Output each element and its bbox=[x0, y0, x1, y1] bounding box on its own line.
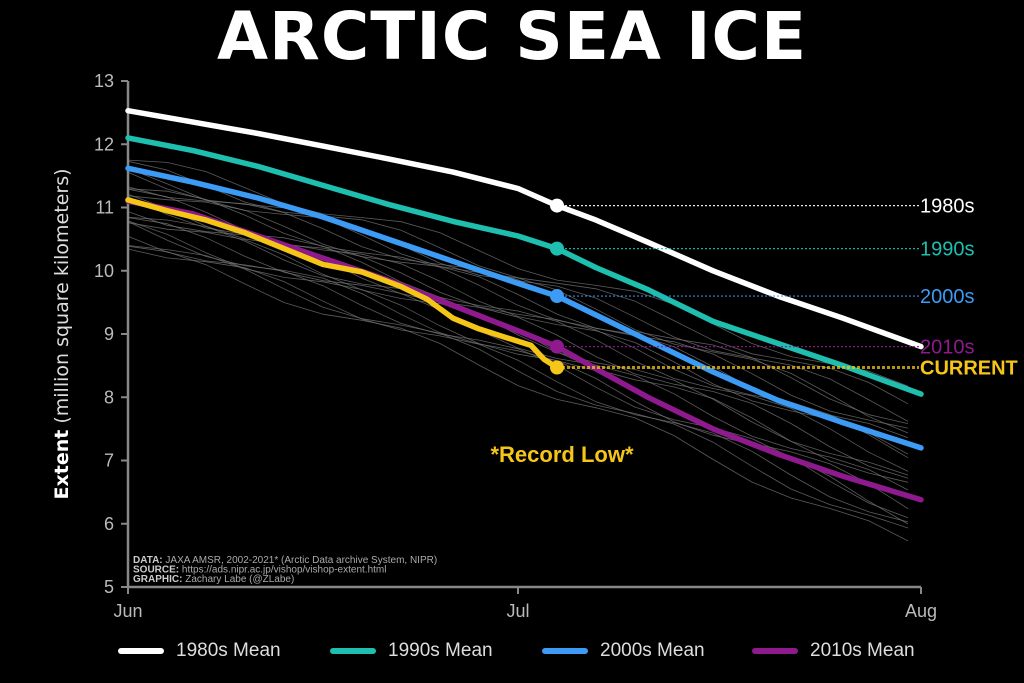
year-line bbox=[127, 221, 909, 525]
series-line-2000s bbox=[125, 165, 924, 451]
record-low-annotation: *Record Low* bbox=[490, 442, 633, 467]
legend-item: 2000s Mean bbox=[542, 640, 705, 662]
legend-label: 1980s Mean bbox=[176, 640, 281, 661]
x-tick-label: Jul bbox=[506, 601, 529, 621]
legend-swatch bbox=[542, 648, 588, 654]
y-tick-label: 13 bbox=[94, 71, 114, 91]
year-line bbox=[127, 211, 909, 479]
year-line bbox=[127, 186, 909, 424]
legend-swatch bbox=[118, 648, 164, 654]
series-end-label: 1980s bbox=[920, 196, 975, 218]
year-line bbox=[127, 195, 909, 429]
year-line bbox=[127, 220, 909, 509]
year-line bbox=[127, 159, 909, 387]
legend-label: 2010s Mean bbox=[810, 640, 915, 661]
legend-swatch bbox=[330, 648, 376, 654]
current-day-marker bbox=[550, 289, 564, 304]
year-line bbox=[127, 248, 909, 523]
year-line bbox=[127, 245, 909, 529]
series-end-label: 1990s bbox=[920, 239, 975, 261]
legend-label: 2000s Mean bbox=[600, 640, 705, 661]
legend-label: 1990s Mean bbox=[388, 640, 493, 661]
series-end-label: 2010s bbox=[920, 337, 975, 359]
source-line: DATA: JAXA AMSR, 2002-2021* (Arctic Data… bbox=[133, 555, 437, 566]
line-chart: 5 6 7 8 9 10 11 12 13 Jun Jul Aug Extent (million sq… bbox=[51, 71, 1018, 621]
y-tick-label: 11 bbox=[95, 198, 114, 218]
series-line-1990s bbox=[125, 135, 924, 397]
year-line bbox=[127, 235, 909, 519]
year-line bbox=[127, 188, 909, 439]
y-tick-label: 6 bbox=[104, 514, 114, 534]
series-lines bbox=[125, 107, 924, 503]
year-line bbox=[127, 245, 909, 542]
series-end-label: CURRENT bbox=[920, 358, 1018, 380]
y-tick-label: 7 bbox=[104, 451, 114, 471]
current-day-marker bbox=[550, 241, 564, 256]
axes: 5 6 7 8 9 10 11 12 13 Jun Jul Aug Extent (million sq… bbox=[51, 71, 937, 621]
legend-item: 2010s Mean bbox=[752, 640, 915, 662]
current-day-marker bbox=[550, 360, 564, 375]
year-line bbox=[127, 216, 909, 476]
y-tick-label: 5 bbox=[104, 577, 114, 597]
series-line-1980s bbox=[125, 107, 924, 350]
source-line: SOURCE: https://ads.nipr.ac.jp/vishop/vi… bbox=[133, 565, 386, 576]
x-tick-label: Jun bbox=[113, 601, 142, 621]
series-end-label: 2000s bbox=[920, 286, 975, 308]
source-line: GRAPHIC: Zachary Labe (@ZLabe) bbox=[133, 574, 294, 585]
y-tick-label: 12 bbox=[94, 134, 114, 154]
current-day-marker bbox=[550, 198, 564, 213]
legend-swatch bbox=[752, 648, 798, 654]
year-line bbox=[127, 217, 909, 491]
y-tick-label: 9 bbox=[104, 324, 114, 344]
series-line-current bbox=[125, 197, 560, 371]
current-day-marker bbox=[550, 339, 564, 354]
legend: 1980s Mean 1990s Mean 2000s Mean 2010s Mean bbox=[0, 640, 1024, 670]
legend-item: 1990s Mean bbox=[330, 640, 493, 662]
chart-title: ARCTIC SEA ICE bbox=[216, 0, 808, 75]
y-tick-label: 10 bbox=[94, 261, 114, 281]
x-tick-label: Aug bbox=[905, 601, 937, 621]
y-axis-label: Extent (million square kilometers) bbox=[51, 168, 73, 499]
y-tick-label: 8 bbox=[104, 387, 114, 407]
legend-item: 1980s Mean bbox=[118, 640, 281, 662]
